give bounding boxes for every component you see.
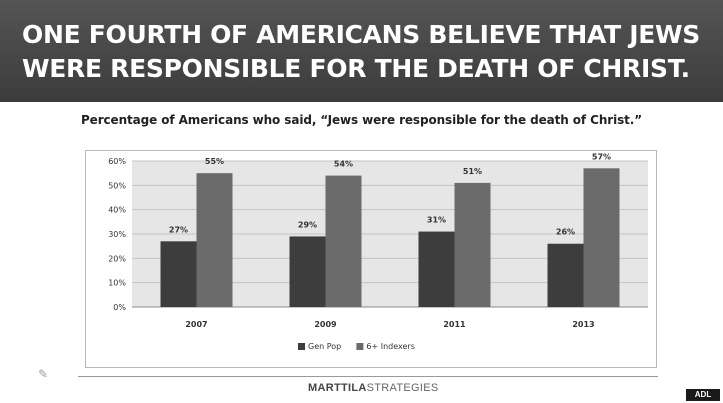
- legend-label: Gen Pop: [308, 342, 341, 351]
- y-tick-label: 10%: [108, 279, 126, 288]
- x-category-label: 2011: [443, 320, 466, 329]
- data-label: 27%: [169, 225, 188, 234]
- y-tick-label: 30%: [108, 230, 126, 239]
- logo-bold-text: MARTTILA: [308, 382, 367, 394]
- data-label: 55%: [205, 157, 224, 166]
- data-label: 31%: [427, 216, 446, 225]
- adl-badge: ADL: [686, 389, 720, 401]
- bar-chart: 0% 10% 20% 30% 40% 50% 60% 27% 55% 2007 29% 54% 2009…: [108, 152, 648, 351]
- x-category-label: 2009: [314, 320, 337, 329]
- bar-gen-pop-2011: [418, 231, 455, 307]
- title-banner: ONE FOURTH OF AMERICANS BELIEVE THAT JEW…: [0, 0, 723, 102]
- data-label: 29%: [298, 220, 317, 229]
- bar-gen-pop-2009: [289, 236, 326, 307]
- y-tick-label: 20%: [108, 254, 126, 263]
- bar-6-indexers-2011: [454, 182, 491, 307]
- legend-swatch: [356, 343, 364, 350]
- legend-label: 6+ Indexers: [366, 342, 415, 351]
- footer-logo: MARTTILASTRATEGIES: [308, 382, 438, 394]
- slide-title: ONE FOURTH OF AMERICANS BELIEVE THAT JEW…: [22, 20, 700, 83]
- data-label: 51%: [463, 167, 482, 176]
- logo-light-text: STRATEGIES: [366, 382, 439, 394]
- legend-swatch: [298, 343, 305, 350]
- bar-gen-pop-2013: [547, 243, 584, 307]
- y-tick-label: 50%: [108, 181, 126, 190]
- bar-6-indexers-2007: [196, 173, 233, 307]
- pen-icon: ✎: [38, 367, 49, 381]
- y-tick-label: 60%: [108, 157, 126, 166]
- bar-gen-pop-2007: [160, 241, 197, 307]
- data-label: 54%: [334, 160, 353, 169]
- chart-frame: 0% 10% 20% 30% 40% 50% 60% 27% 55% 2007 29% 54% 2009…: [85, 150, 657, 368]
- x-category-label: 2007: [185, 320, 207, 329]
- footer-divider: [78, 376, 658, 377]
- chart-subtitle: Percentage of Americans who said, “Jews …: [80, 113, 643, 127]
- bar-6-indexers-2013: [583, 168, 620, 307]
- data-label: 26%: [556, 228, 575, 237]
- data-label: 57%: [592, 152, 611, 161]
- y-tick-label: 0%: [113, 303, 126, 312]
- x-category-label: 2013: [572, 320, 594, 329]
- y-tick-label: 40%: [108, 206, 126, 215]
- bar-6-indexers-2009: [325, 175, 362, 307]
